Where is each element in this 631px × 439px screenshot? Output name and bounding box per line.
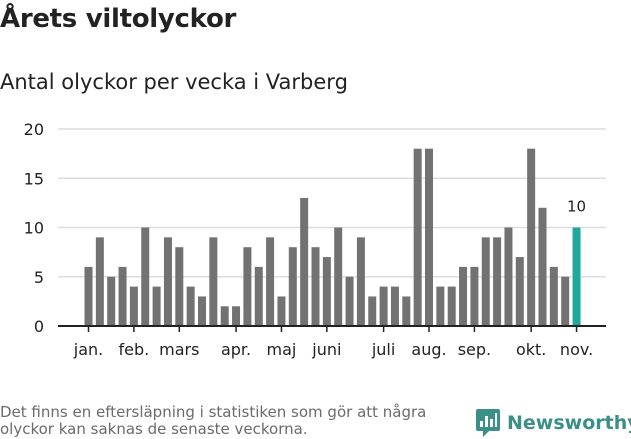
bar [186, 286, 195, 326]
bar [390, 286, 399, 326]
bar [379, 286, 388, 326]
brand-name: Newsworthy [507, 412, 631, 434]
bar [368, 296, 377, 326]
x-tick-label: mars [159, 340, 199, 359]
data-label: 10 [567, 198, 586, 216]
x-tick-label: okt. [516, 340, 546, 359]
bar [141, 227, 150, 326]
bar [118, 266, 127, 326]
x-tick-label: sep. [458, 340, 491, 359]
bar [356, 237, 365, 326]
newsworthy-logo-icon [476, 409, 500, 437]
bar-chart: 0 5 10 15 20 jan. feb. mars apr. maj juni juli aug. s… [24, 120, 606, 359]
bar [470, 266, 479, 326]
bar [175, 247, 184, 326]
bar [266, 237, 275, 326]
bar [447, 286, 456, 326]
bar [334, 227, 343, 326]
bar [152, 286, 161, 326]
bar [561, 276, 570, 326]
bar [254, 266, 263, 326]
brand-logo[interactable]: Newsworthy [475, 408, 631, 438]
bar [504, 227, 513, 326]
bar [572, 227, 581, 326]
bar [402, 296, 411, 326]
bar [198, 296, 206, 326]
bar [95, 237, 104, 326]
bar [243, 247, 252, 326]
y-tick-label: 5 [34, 268, 44, 287]
bar [425, 148, 433, 326]
x-tick-label: juli [371, 340, 395, 359]
bar [84, 266, 93, 326]
footnote: Det finns en eftersläpning i statistiken… [0, 403, 427, 438]
bar [277, 296, 286, 326]
chart-title: Årets viltolyckor [0, 4, 237, 34]
chart-subtitle: Antal olyckor per vecka i Varberg [0, 70, 348, 94]
y-tick-label: 0 [34, 317, 44, 336]
bar [220, 306, 229, 326]
bar [288, 247, 297, 326]
bar [163, 237, 172, 326]
bar [322, 257, 331, 326]
bar [538, 207, 547, 326]
x-tick-label: nov. [560, 340, 593, 359]
x-tick-label: jan. [73, 340, 103, 359]
bar [436, 286, 445, 326]
bar [311, 247, 320, 326]
x-tick-label: maj [267, 340, 297, 359]
bar [107, 276, 116, 326]
y-tick-label: 15 [24, 169, 44, 188]
x-tick-label: feb. [119, 340, 150, 359]
bar [345, 276, 354, 326]
bar [232, 306, 241, 326]
x-tick-label: juni [311, 340, 341, 359]
bar [493, 237, 502, 326]
bar [209, 237, 218, 326]
y-tick-label: 10 [24, 219, 44, 238]
bar [413, 148, 422, 326]
x-tick-label: apr. [221, 340, 251, 359]
bar [527, 148, 536, 326]
bar [481, 237, 490, 326]
y-tick-label: 20 [24, 120, 44, 139]
bar [549, 266, 558, 326]
bar [300, 197, 309, 326]
bar [459, 266, 468, 326]
bar [129, 286, 138, 326]
bar [515, 257, 524, 326]
x-tick-label: aug. [411, 340, 446, 359]
